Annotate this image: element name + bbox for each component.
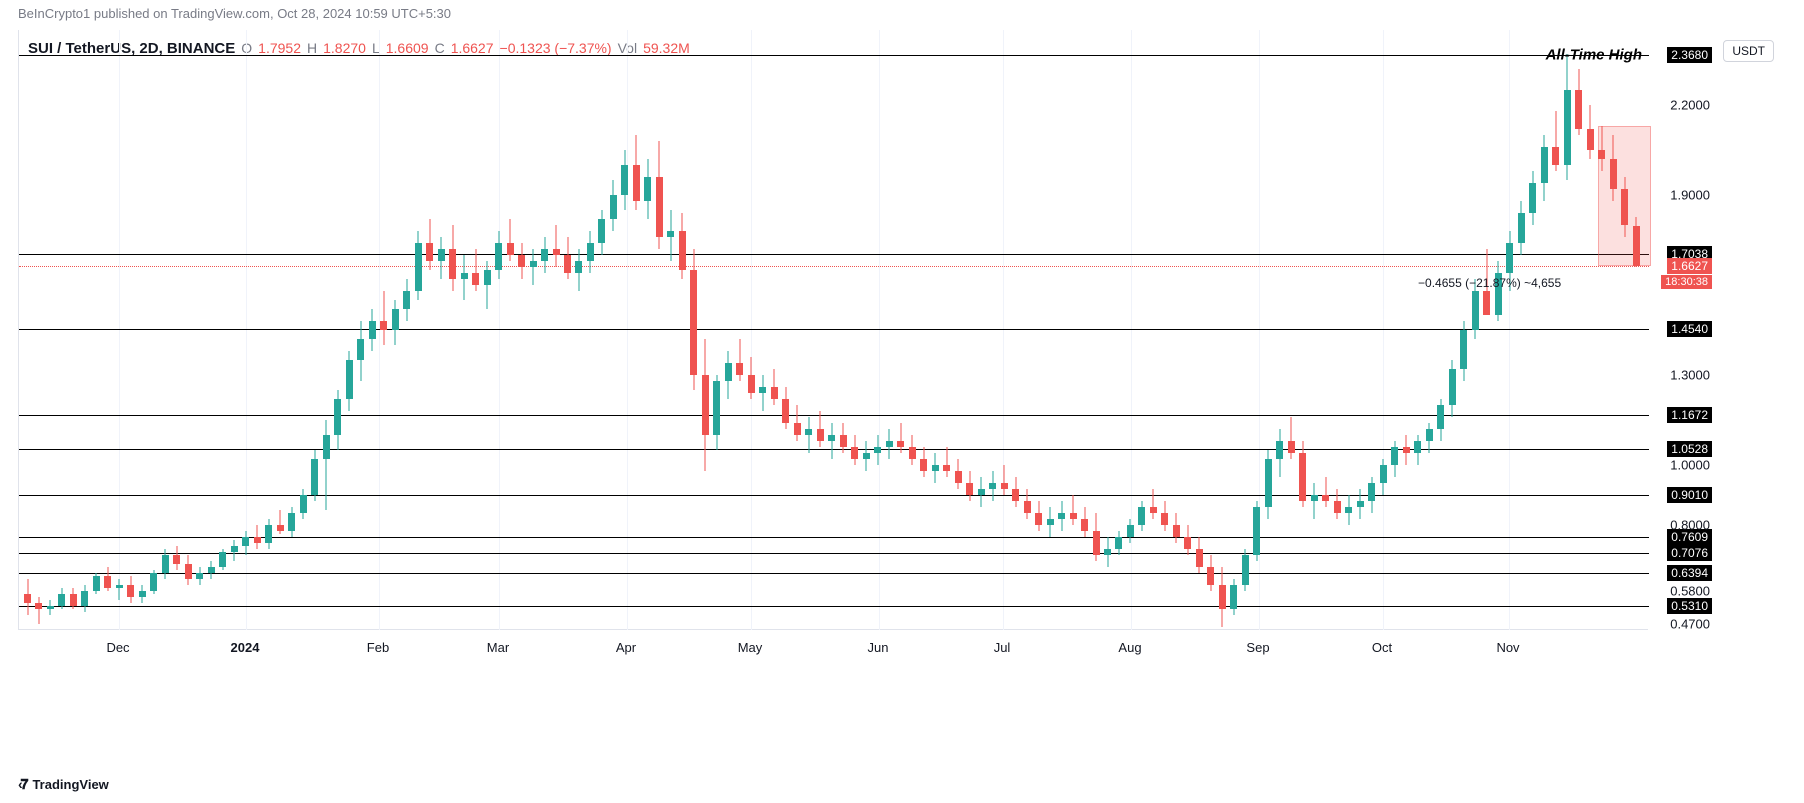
currency-badge[interactable]: USDT <box>1723 40 1774 62</box>
footer-text: TradingView <box>32 777 108 792</box>
y-tick-label: 0.8000 <box>1670 518 1710 533</box>
ath-label: All-Time High <box>1546 46 1642 63</box>
x-tick-label: Sep <box>1246 640 1269 655</box>
hline-price-label: 1.0528 <box>1667 441 1712 457</box>
tradingview-logo: ‹𝟕 TradingView <box>18 776 109 793</box>
y-tick-label: 2.2000 <box>1670 98 1710 113</box>
tv-logo-icon: ‹𝟕 <box>18 776 26 793</box>
x-tick-label: Oct <box>1372 640 1392 655</box>
x-tick-label: Mar <box>487 640 509 655</box>
y-tick-label: 0.4700 <box>1670 617 1710 632</box>
x-tick-label: Jul <box>994 640 1011 655</box>
x-tick-label: 2024 <box>231 640 260 655</box>
x-tick-label: Apr <box>616 640 636 655</box>
y-tick-label: 0.5800 <box>1670 584 1710 599</box>
x-tick-label: May <box>738 640 763 655</box>
y-tick-label: 1.0000 <box>1670 458 1710 473</box>
measurement-box <box>1598 126 1651 266</box>
publish-header: BeInCrypto1 published on TradingView.com… <box>18 6 451 21</box>
hline-price-label: 0.9010 <box>1667 487 1712 503</box>
countdown-label: 18:30:38 <box>1661 275 1712 289</box>
y-tick-label: 1.9000 <box>1670 188 1710 203</box>
y-axis: 2.36801.70381.45401.16721.05280.90100.76… <box>1648 30 1718 630</box>
hline-price-label: 0.6394 <box>1667 565 1712 581</box>
x-tick-label: Dec <box>106 640 129 655</box>
y-tick-label: 1.3000 <box>1670 368 1710 383</box>
x-tick-label: Aug <box>1118 640 1141 655</box>
hline-price-label: 1.4540 <box>1667 321 1712 337</box>
x-tick-label: Jun <box>868 640 889 655</box>
hline-price-label: 0.5310 <box>1667 598 1712 614</box>
price-chart[interactable]: −0.4655 (−21.87%) ~4,655 2.36801.70381.4… <box>18 30 1718 650</box>
hline-price-label: 2.3680 <box>1667 47 1712 63</box>
hline-price-label: 1.1672 <box>1667 407 1712 423</box>
hline-price-label: 0.7076 <box>1667 545 1712 561</box>
current-price-label: 1.6627 <box>1667 258 1712 274</box>
measurement-label: −0.4655 (−21.87%) ~4,655 <box>1418 276 1561 290</box>
x-tick-label: Nov <box>1496 640 1519 655</box>
x-tick-label: Feb <box>367 640 389 655</box>
